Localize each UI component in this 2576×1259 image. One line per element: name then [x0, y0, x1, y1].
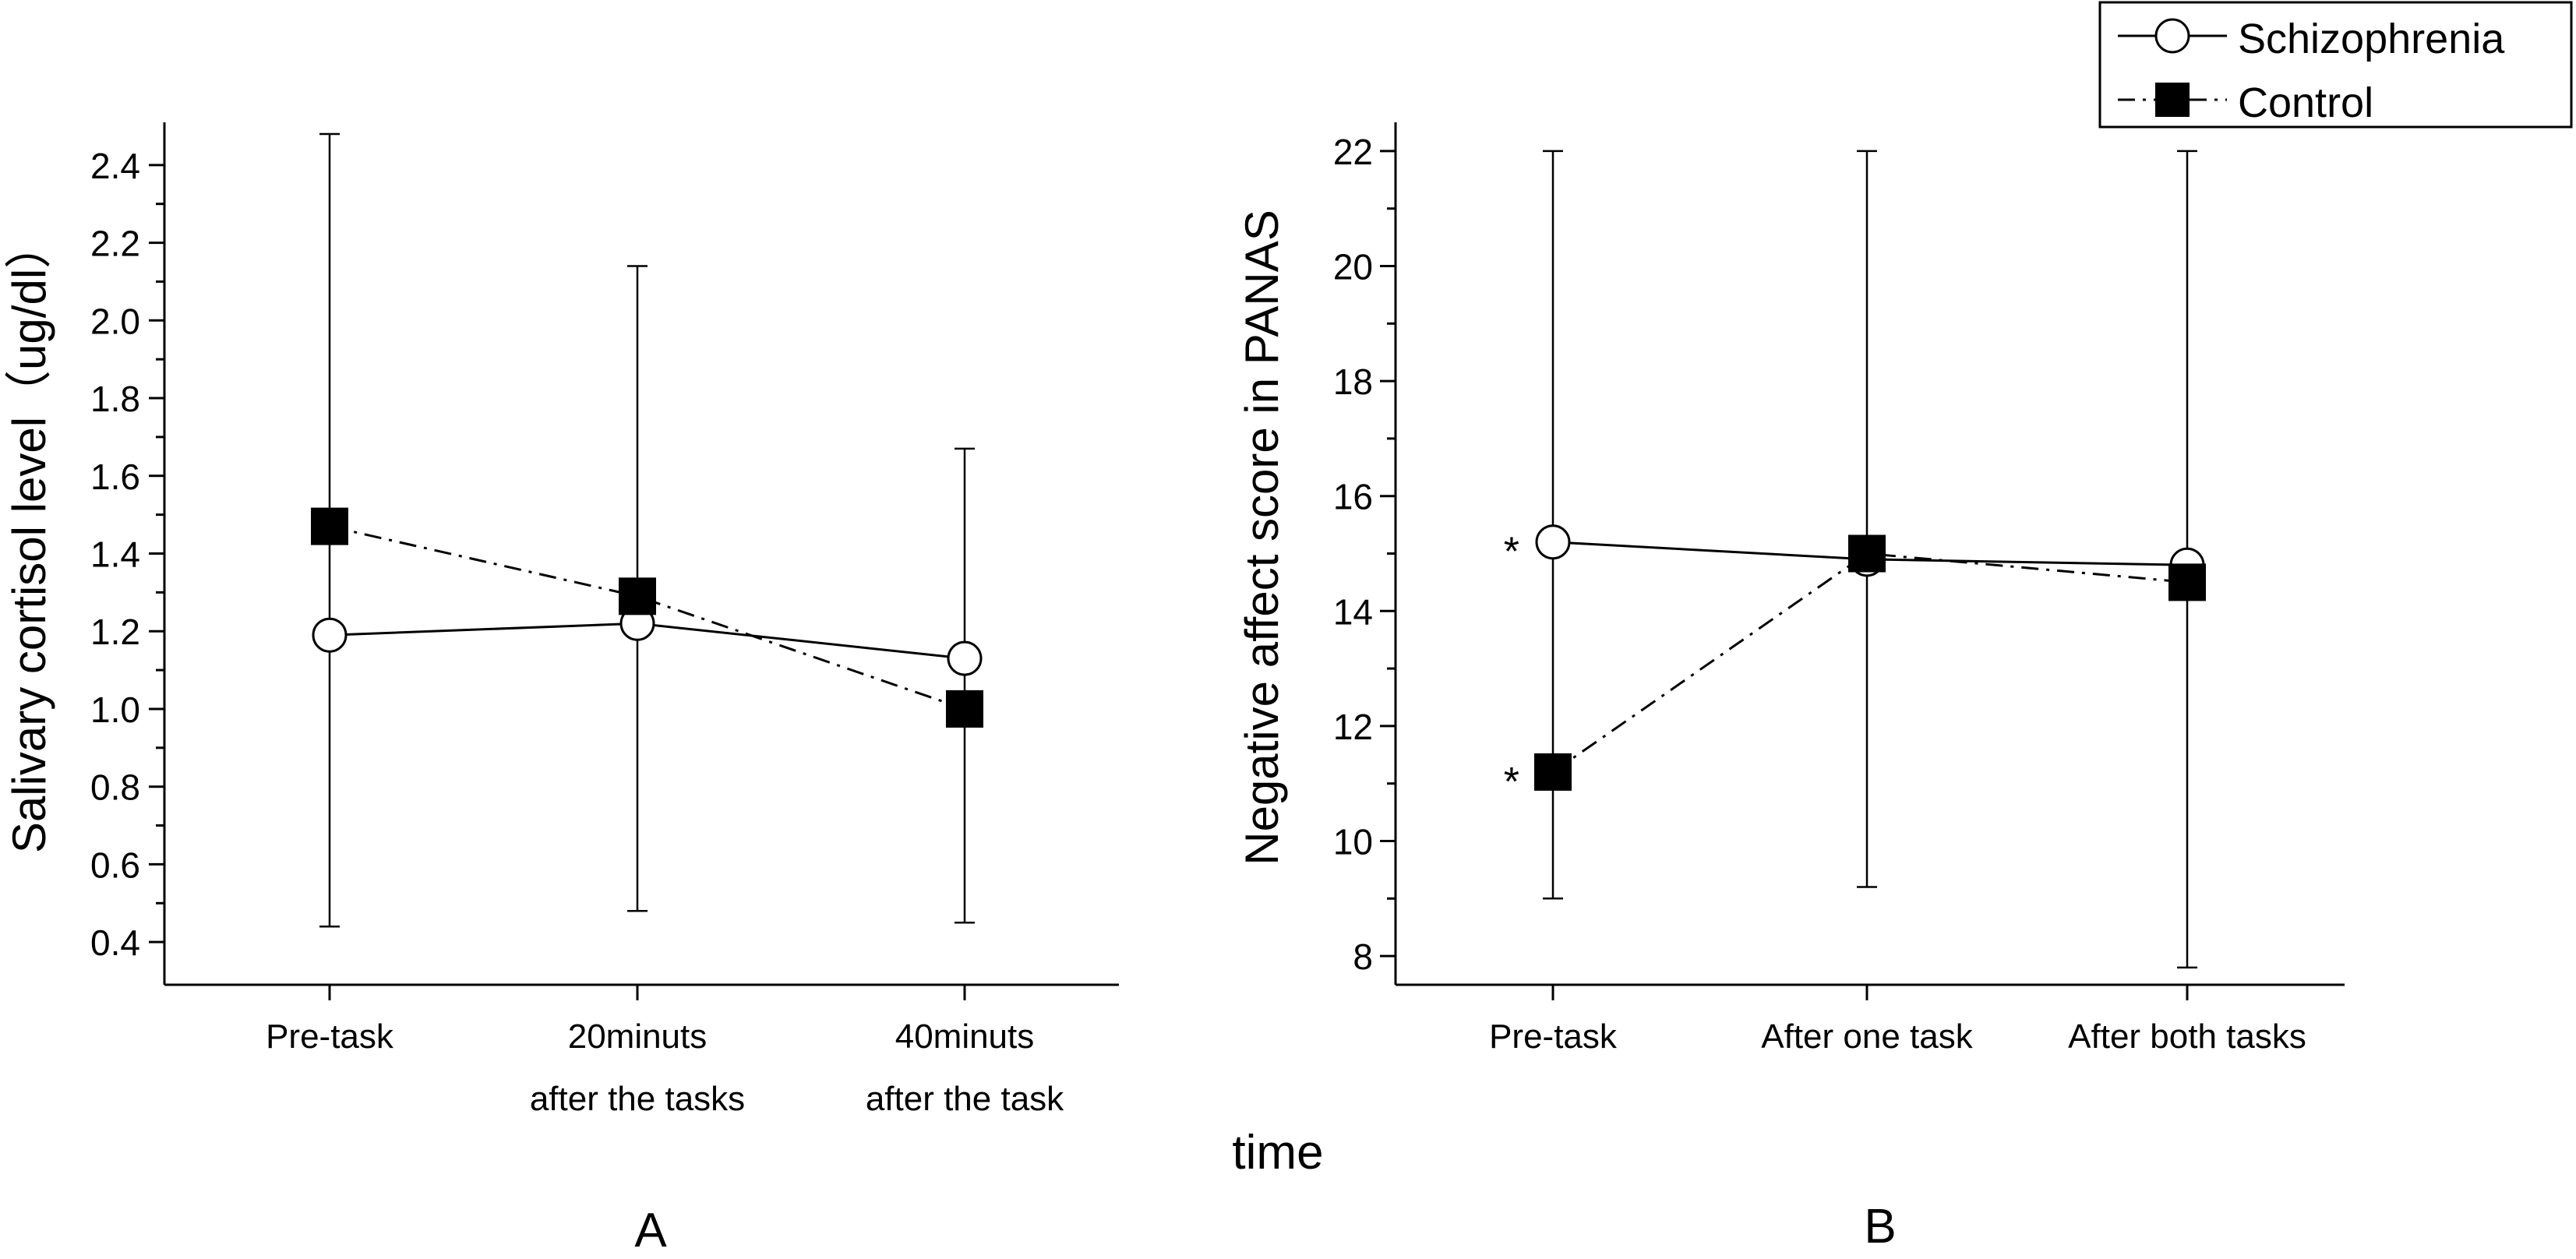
- panel-b-significance-star: *: [1504, 530, 1519, 575]
- panel-b-schizophrenia-point: [1535, 524, 1571, 560]
- panel-b-chart: 8 10 12 14 16 18 20 22 Pre-task After one task Aft…: [1236, 122, 2345, 1056]
- legend-schizophrenia-label: Schizophrenia: [2238, 16, 2505, 62]
- panel-b-y-tick-label: 12: [1333, 707, 1373, 747]
- panel-b-control-point: [1534, 753, 1572, 791]
- legend: Schizophrenia Control: [2098, 1, 2573, 129]
- panel-a-y-tick-label: 1.8: [90, 379, 140, 419]
- panel-b-significance-star: *: [1504, 760, 1519, 805]
- panel-b-y-tick-label: 8: [1353, 936, 1373, 977]
- panel-b-y-tick-label: 20: [1333, 247, 1373, 287]
- panel-b-y-axis-title: Negative affect score in PANAS: [1236, 210, 1288, 866]
- panel-b-y-tick-label: 14: [1333, 591, 1373, 632]
- panel-b-control-point: [1848, 534, 1886, 573]
- panel-a-y-tick-label: 2.0: [90, 301, 140, 341]
- legend-schizophrenia-marker: [2154, 18, 2190, 54]
- panel-b-x-tick-label: Pre-task: [1489, 1017, 1618, 1056]
- panel-a-schizophrenia-point: [312, 617, 348, 653]
- panel-b-y-tick-label: 16: [1333, 477, 1373, 517]
- panel-a-x-tick-label: 20minuts after the tasks: [530, 1017, 745, 1118]
- panel-a-y-tick-label: 0.6: [90, 845, 140, 885]
- panel-b-x-tick-label: After both tasks: [2068, 1017, 2306, 1056]
- panel-a-control-point: [946, 689, 983, 728]
- legend-control-label: Control: [2238, 79, 2373, 126]
- panel-a-control-line: [329, 525, 965, 711]
- panel-a-y-axis-title: Salivary cortisol level（ug/dl）: [3, 222, 55, 853]
- panel-a-y-tick-label: 1.2: [90, 612, 140, 652]
- panel-b-label: B: [1864, 1200, 1896, 1254]
- panel-a-y-tick-label: 2.4: [90, 146, 140, 186]
- legend-control-marker: [2155, 83, 2190, 117]
- panel-a-y-tick-label: 0.8: [90, 767, 140, 808]
- panel-a-label: A: [634, 1204, 667, 1257]
- panel-a-y-tick-label: 0.4: [90, 922, 140, 963]
- panel-b-y-tick-label: 10: [1333, 822, 1373, 862]
- panel-b-x-tick-label: After one task: [1761, 1017, 1973, 1056]
- panel-b-y-tick-label: 18: [1333, 361, 1373, 402]
- panel-a-y-tick-label: 1.6: [90, 457, 140, 497]
- panel-a-x-tick-label: 40minuts after the task: [866, 1017, 1064, 1118]
- panel-a-y-tick-label: 1.0: [90, 689, 140, 730]
- panel-a-y-tick-label: 1.4: [90, 534, 140, 575]
- panel-b-control-point: [2168, 563, 2206, 601]
- panel-a-control-point: [619, 577, 656, 615]
- panel-a-chart: 0.4 0.6 0.8 1.0 1.2 1.4 1.6 1.8 2.0 2.2 2.4 Pre-tas…: [3, 122, 1119, 1118]
- panel-a-x-tick-label: Pre-task: [266, 1017, 394, 1056]
- x-axis-title: time: [1232, 1126, 1323, 1180]
- panel-b-y-tick-label: 22: [1333, 132, 1373, 172]
- panel-a-control-point: [311, 507, 348, 545]
- panel-b-control-line: [1552, 552, 2188, 774]
- panel-a-y-tick-label: 2.2: [90, 224, 140, 264]
- panel-a-schizophrenia-point: [947, 640, 983, 676]
